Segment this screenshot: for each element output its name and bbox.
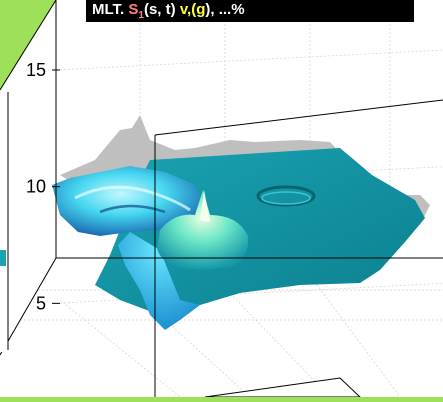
ridge-left: [52, 166, 205, 236]
z-tick-label-10: 10: [26, 177, 46, 197]
title-segment-4: v,(g: [180, 1, 206, 18]
surface: [52, 148, 425, 330]
edge-top-left: [0, 0, 57, 91]
neighbor-panel: [0, 92, 9, 352]
title-text: MLT. S1(s, t) v,(g), ...%: [92, 1, 245, 21]
title-bar: MLT. S1(s, t) v,(g), ...%: [86, 0, 414, 22]
ring-depression: [256, 185, 316, 207]
title-segment-3: (s, t): [144, 1, 180, 18]
left-wall: [0, 0, 56, 355]
grid-floor-3: [59, 299, 181, 398]
neighbor-panel-cyan: [0, 250, 6, 266]
z-axis: 5 10 15: [26, 60, 60, 313]
neighbor-panel-rect: [0, 92, 8, 352]
z-tick-label-15: 15: [26, 60, 46, 80]
z-tick-label-5: 5: [36, 293, 46, 313]
ring-highlight: [261, 191, 311, 205]
edge-floor-diagonal: [0, 257, 57, 356]
spike-tip: [200, 190, 210, 222]
edge-front-top: [154, 99, 443, 136]
grid-floor-4: [109, 269, 251, 398]
grid-floor-5: [199, 261, 331, 398]
surface-skirt: [118, 232, 200, 330]
title-bar-bg: [86, 0, 414, 22]
title-segment-5: ), ...%: [205, 1, 244, 18]
title-segment-2: 1: [138, 10, 144, 21]
spike-mound: [157, 190, 249, 270]
grid-floor-6: [299, 261, 401, 398]
ridge-fold: [99, 204, 166, 214]
title-segment-0: MLT.: [92, 1, 128, 18]
title-segment-1: S: [128, 1, 138, 18]
ridge-highlight: [74, 185, 191, 212]
z-grid-line-15: [55, 49, 443, 71]
